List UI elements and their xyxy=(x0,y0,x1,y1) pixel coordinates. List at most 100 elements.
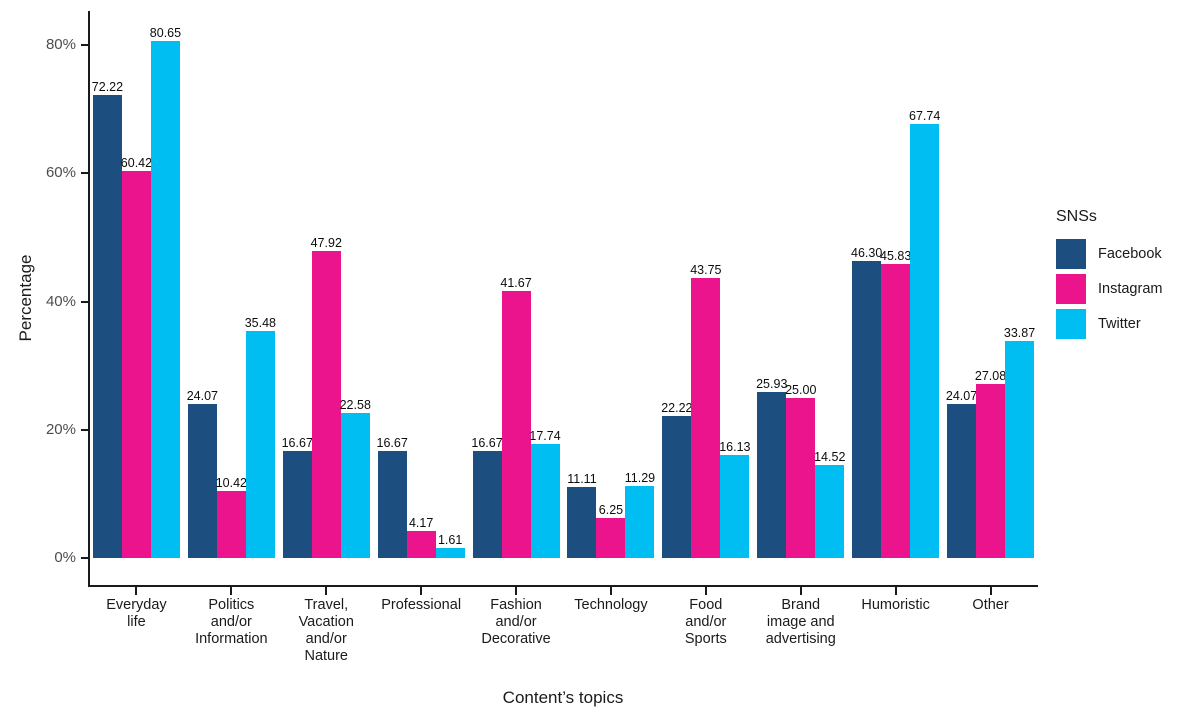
x-tick-label: Travel, Vacation and/or Nature xyxy=(299,597,354,665)
bar-facebook-5 xyxy=(567,486,597,558)
category-label-line: and/or xyxy=(685,614,727,630)
category-label-line: Travel, xyxy=(304,597,349,613)
bar-facebook-0 xyxy=(92,95,122,558)
bar-value-label: 17.74 xyxy=(529,429,561,444)
bar-twitter-1 xyxy=(245,330,275,558)
bar-facebook-9 xyxy=(947,403,977,558)
bar-facebook-4 xyxy=(472,451,502,558)
bar-instagram-5 xyxy=(596,517,626,558)
bar-twitter-5 xyxy=(625,485,655,558)
bar-value-label: 24.07 xyxy=(186,388,218,403)
x-tick-label: Food and/or Sports xyxy=(685,597,727,648)
x-tick-mark xyxy=(515,587,518,595)
legend-item-label: Instagram xyxy=(1098,281,1163,297)
y-tick-mark xyxy=(81,557,89,559)
bar-facebook-2 xyxy=(282,451,312,558)
bar-twitter-4 xyxy=(530,444,560,558)
bar-value-label: 33.87 xyxy=(1003,325,1036,340)
bar-twitter-3 xyxy=(435,547,465,558)
bar-value-label: 11.11 xyxy=(567,471,597,486)
legend-item-instagram: Instagram xyxy=(1056,274,1200,304)
x-tick-label: Politics and/or Information xyxy=(195,597,268,648)
bar-instagram-2 xyxy=(311,250,341,558)
bar-value-label: 4.17 xyxy=(408,516,434,531)
x-tick-mark xyxy=(989,587,992,595)
category-label-line: Brand xyxy=(781,597,821,613)
x-axis-title: Content’s topics xyxy=(502,688,624,707)
bar-value-label: 60.42 xyxy=(120,155,153,170)
bar-value-label: 47.92 xyxy=(310,235,342,250)
bar-instagram-8 xyxy=(881,264,911,558)
category-label-line: and/or xyxy=(305,631,347,647)
bar-facebook-8 xyxy=(852,261,882,558)
bar-value-label: 80.65 xyxy=(149,26,182,41)
category-label-line: Humoristic xyxy=(861,597,930,613)
category-label-line: and/or xyxy=(495,614,537,630)
x-tick-mark xyxy=(325,587,328,595)
x-tick-label: Everyday life xyxy=(106,597,166,631)
y-tick-mark xyxy=(81,172,89,175)
bar-facebook-7 xyxy=(757,391,787,558)
bar-value-label: 41.67 xyxy=(500,275,532,290)
bar-value-label: 27.08 xyxy=(974,369,1007,384)
bar-facebook-3 xyxy=(377,451,407,558)
bar-value-label: 16.67 xyxy=(376,436,408,451)
category-label-line: and/or xyxy=(210,614,252,630)
x-tick-label: Technology xyxy=(574,597,647,614)
y-tick-mark xyxy=(81,44,89,47)
y-tick-label: 80% xyxy=(45,36,76,54)
x-tick-label: Brand image and advertising xyxy=(766,597,836,648)
bar-value-label: 25.00 xyxy=(785,382,817,397)
bar-value-label: 14.52 xyxy=(814,449,846,464)
bar-value-label: 11.29 xyxy=(624,470,656,485)
category-label-line: Politics xyxy=(208,597,255,613)
bar-value-label: 16.67 xyxy=(471,436,503,451)
category-label-line: Information xyxy=(195,631,268,647)
category-label-line: Food xyxy=(689,597,723,613)
bar-value-label: 25.93 xyxy=(756,376,788,391)
legend-title: SNSs xyxy=(1056,208,1097,225)
legend-item-facebook: Facebook xyxy=(1056,239,1200,269)
category-label-line: Decorative xyxy=(481,631,551,647)
bar-twitter-0 xyxy=(150,41,180,558)
category-label-line: Sports xyxy=(684,631,727,647)
bar-facebook-6 xyxy=(662,415,692,558)
bar-twitter-7 xyxy=(815,464,845,558)
category-label-line: Nature xyxy=(304,648,349,664)
category-label-line: life xyxy=(127,614,146,630)
bar-value-label: 6.25 xyxy=(598,502,624,517)
y-tick-label: 0% xyxy=(54,549,76,566)
bar-value-label: 16.67 xyxy=(281,436,313,451)
bar-instagram-9 xyxy=(976,384,1006,558)
bar-value-label: 45.83 xyxy=(880,249,912,264)
x-tick-mark xyxy=(230,587,233,595)
category-label-line: Everyday xyxy=(106,597,167,613)
category-label-line: Vacation xyxy=(298,614,354,630)
bar-instagram-4 xyxy=(501,290,531,558)
legend-swatch-twitter xyxy=(1056,309,1086,339)
category-label-line: Technology xyxy=(574,597,648,613)
bar-facebook-1 xyxy=(187,403,217,558)
bar-instagram-6 xyxy=(691,277,721,558)
bar-value-label: 46.30 xyxy=(851,246,883,261)
legend-item-label: Twitter xyxy=(1098,316,1141,332)
x-tick-label: Fashion and/or Decorative xyxy=(481,597,550,648)
legend-item-label: Facebook xyxy=(1098,246,1162,262)
bar-instagram-3 xyxy=(406,531,436,558)
bar-value-label: 1.61 xyxy=(437,532,463,547)
x-tick-mark xyxy=(609,587,612,595)
category-label-line: Other xyxy=(972,597,1009,613)
bar-value-label: 16.13 xyxy=(719,439,751,454)
category-label-line: image and xyxy=(766,614,835,630)
x-tick-mark xyxy=(420,587,423,595)
y-tick-label: 20% xyxy=(45,420,76,438)
x-tick-label: Humoristic xyxy=(861,597,929,614)
legend-swatch-instagram xyxy=(1056,274,1086,304)
legend-items: Facebook Instagram Twitter xyxy=(1056,239,1200,339)
category-label-line: Fashion xyxy=(490,597,542,613)
legend-item-twitter: Twitter xyxy=(1056,309,1200,339)
x-tick-label: Professional xyxy=(381,597,461,614)
x-tick-mark xyxy=(135,587,138,595)
bar-twitter-6 xyxy=(720,454,750,558)
bar-value-label: 24.07 xyxy=(945,388,978,403)
